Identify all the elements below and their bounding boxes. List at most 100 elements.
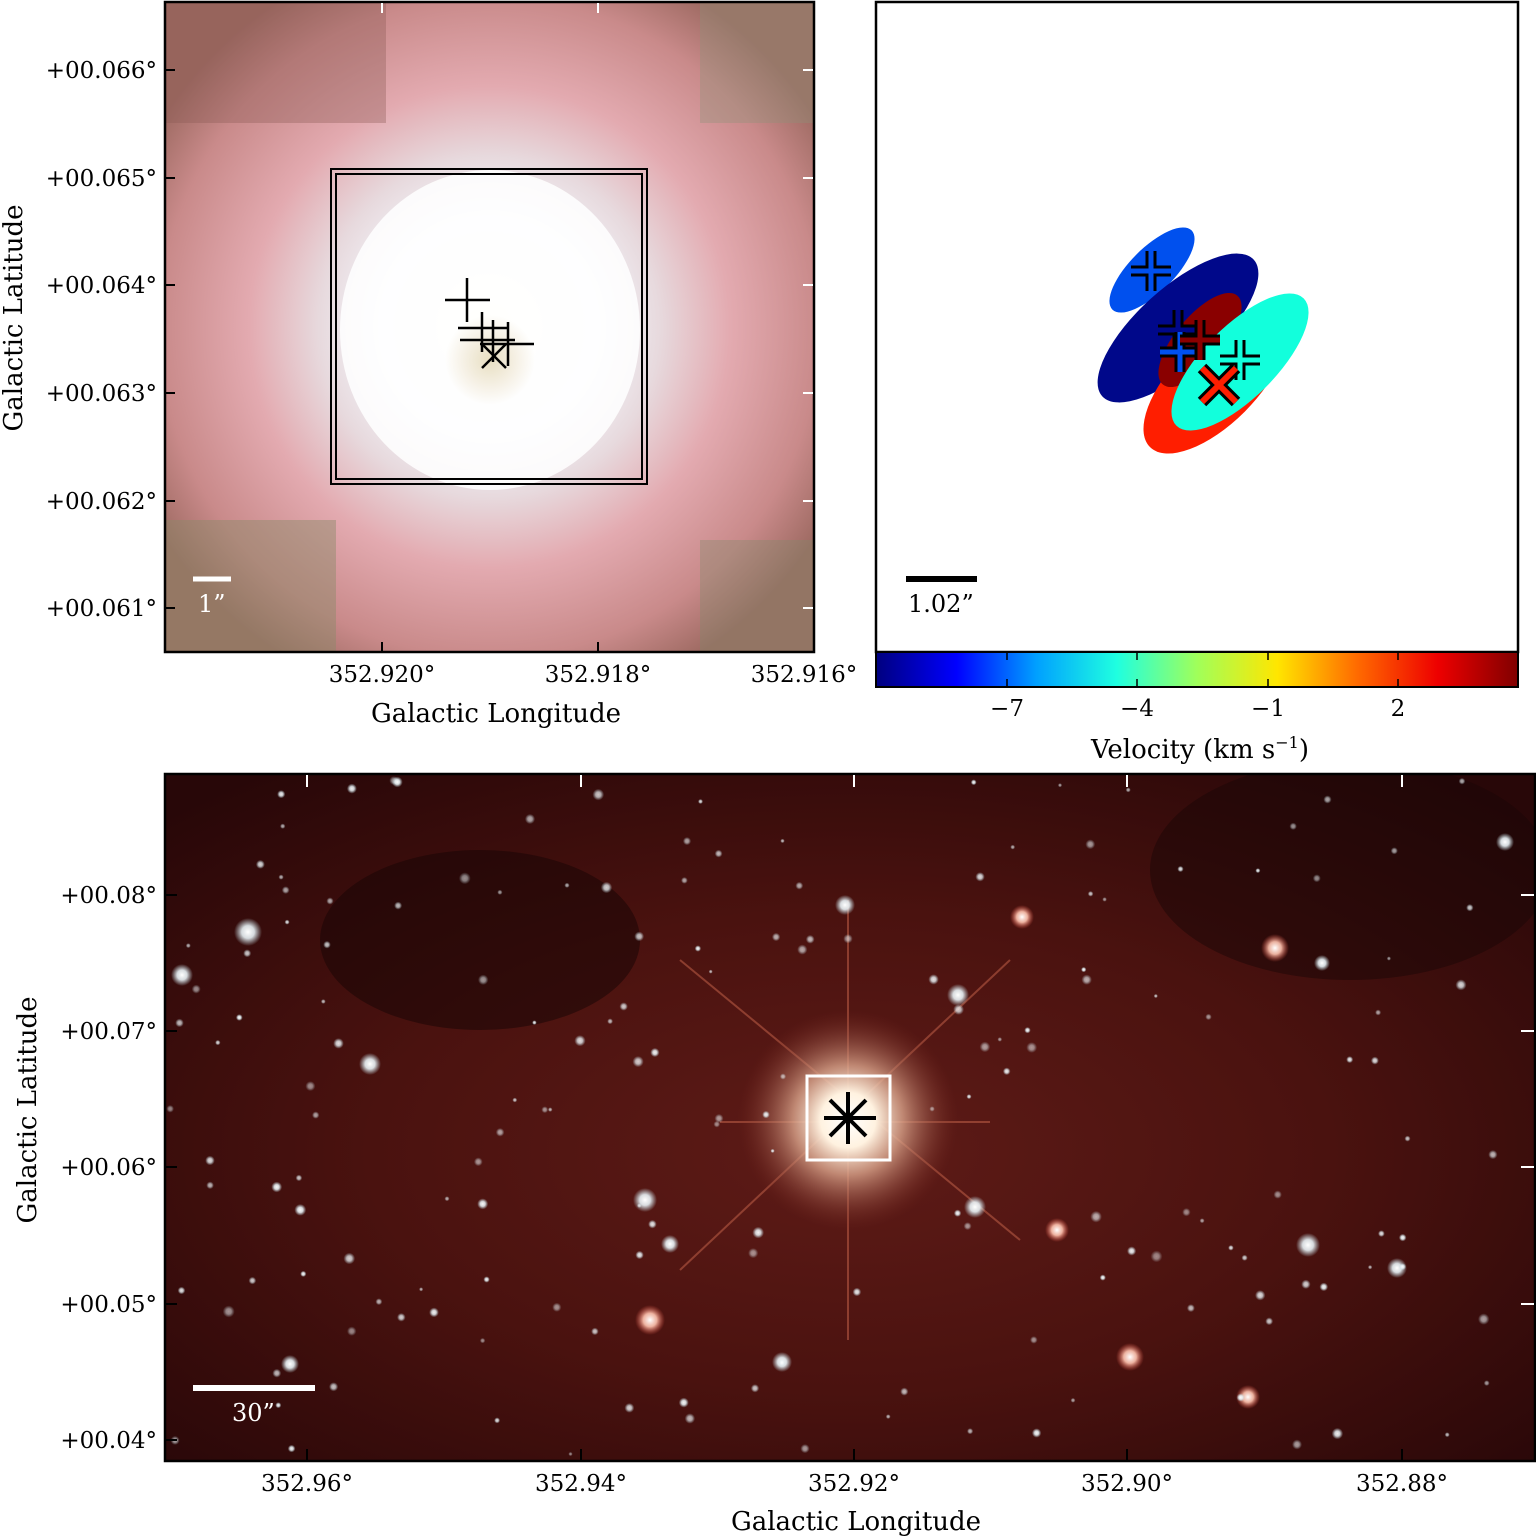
- colorbar: [876, 652, 1518, 687]
- tl-position-markers: [445, 278, 534, 369]
- tl-x-ticks-top: [381, 3, 599, 13]
- star: [1346, 1056, 1354, 1064]
- star: [243, 949, 252, 958]
- star: [494, 1417, 501, 1424]
- star: [1116, 1343, 1144, 1371]
- component-plus-marker: [1160, 332, 1200, 372]
- star: [280, 823, 286, 829]
- star: [975, 872, 985, 882]
- star: [1125, 787, 1131, 793]
- tl-dust-top-right: [700, 3, 813, 123]
- star: [661, 1235, 679, 1253]
- star: [1102, 897, 1107, 902]
- star: [698, 799, 703, 804]
- star: [1319, 1282, 1329, 1292]
- star: [979, 1041, 991, 1053]
- star: [928, 974, 939, 985]
- star: [966, 1094, 972, 1100]
- star: [1205, 1013, 1212, 1021]
- star: [843, 934, 853, 944]
- star: [1370, 1056, 1379, 1065]
- bottom-x-tick-label: 352.94°: [535, 1471, 627, 1497]
- star: [953, 1209, 962, 1217]
- star: [1153, 993, 1158, 999]
- bottom-frame: [163, 772, 1536, 1463]
- star: [343, 1252, 356, 1265]
- star: [1127, 1246, 1137, 1256]
- star: [1010, 844, 1016, 850]
- star: [300, 1270, 307, 1277]
- star: [323, 940, 331, 949]
- star: [1387, 1258, 1407, 1278]
- star: [1255, 1290, 1266, 1301]
- star: [1261, 934, 1289, 962]
- star: [1312, 874, 1321, 883]
- star: [248, 1276, 257, 1285]
- star: [762, 1110, 770, 1119]
- star: [1081, 974, 1092, 985]
- tl-dust-top-left: [166, 3, 386, 123]
- star: [634, 931, 645, 942]
- star: [684, 1413, 696, 1424]
- bottom-ticks-inner: [306, 775, 1534, 1305]
- bottom-scale-bar-label: 30”: [232, 1399, 275, 1427]
- star: [1483, 1380, 1490, 1386]
- colorbar-label: Velocity (km s−1): [1090, 733, 1309, 765]
- star: [483, 1276, 490, 1283]
- star: [235, 1014, 243, 1021]
- star: [552, 1302, 562, 1312]
- star: [458, 872, 471, 885]
- star: [967, 1428, 974, 1435]
- star: [750, 1384, 760, 1393]
- star: [607, 1018, 613, 1025]
- tl-x-axis-title: Galactic Longitude: [371, 699, 621, 729]
- star: [329, 1382, 339, 1392]
- tl-frame: [163, 0, 816, 654]
- star: [177, 1286, 186, 1295]
- star: [346, 783, 357, 794]
- star: [473, 1157, 483, 1167]
- star: [479, 1337, 486, 1344]
- tl-y-tick-label: +00.062°: [46, 489, 157, 515]
- star: [574, 1035, 586, 1047]
- tl-y-axis-title: Galactic Latitude: [0, 205, 29, 432]
- star: [1292, 1439, 1302, 1450]
- star: [1045, 1218, 1069, 1242]
- dark-lane: [320, 850, 640, 1030]
- star: [294, 1204, 307, 1216]
- star: [1273, 1190, 1282, 1199]
- star: [1466, 904, 1474, 912]
- star: [205, 1155, 215, 1166]
- star: [1296, 1233, 1320, 1257]
- star: [591, 1327, 599, 1336]
- colorbar-gradient: [876, 652, 1518, 687]
- star: [1087, 891, 1094, 897]
- tl-y-ticks: [165, 69, 175, 609]
- top-right-panel: 1.02” −7 −4 −1 2 Velocity (km s−1): [874, 0, 1520, 765]
- star: [359, 1053, 381, 1075]
- bottom-y-axis-title: Galactic Latitude: [13, 997, 43, 1224]
- star: [997, 1037, 1003, 1042]
- bottom-position-markers: [824, 1092, 876, 1144]
- star: [347, 1326, 357, 1336]
- star: [600, 881, 613, 894]
- star: [1002, 1067, 1011, 1076]
- star: [1496, 833, 1514, 851]
- star: [970, 779, 977, 786]
- star: [1177, 865, 1184, 873]
- star: [166, 1105, 174, 1113]
- star: [1444, 1432, 1450, 1438]
- star: [281, 886, 290, 894]
- bottom-x-tick-label: 352.92°: [808, 1471, 900, 1497]
- star: [333, 1038, 344, 1049]
- star: [929, 1106, 935, 1112]
- tl-scale-bar-label: 1”: [198, 590, 226, 618]
- star: [752, 1226, 764, 1239]
- star: [805, 934, 815, 944]
- star-field: [166, 776, 1514, 1457]
- star: [636, 1203, 642, 1208]
- colorbar-tick-label: 2: [1391, 696, 1406, 722]
- star: [277, 790, 286, 799]
- bottom-y-tick-label: +00.06°: [60, 1155, 157, 1181]
